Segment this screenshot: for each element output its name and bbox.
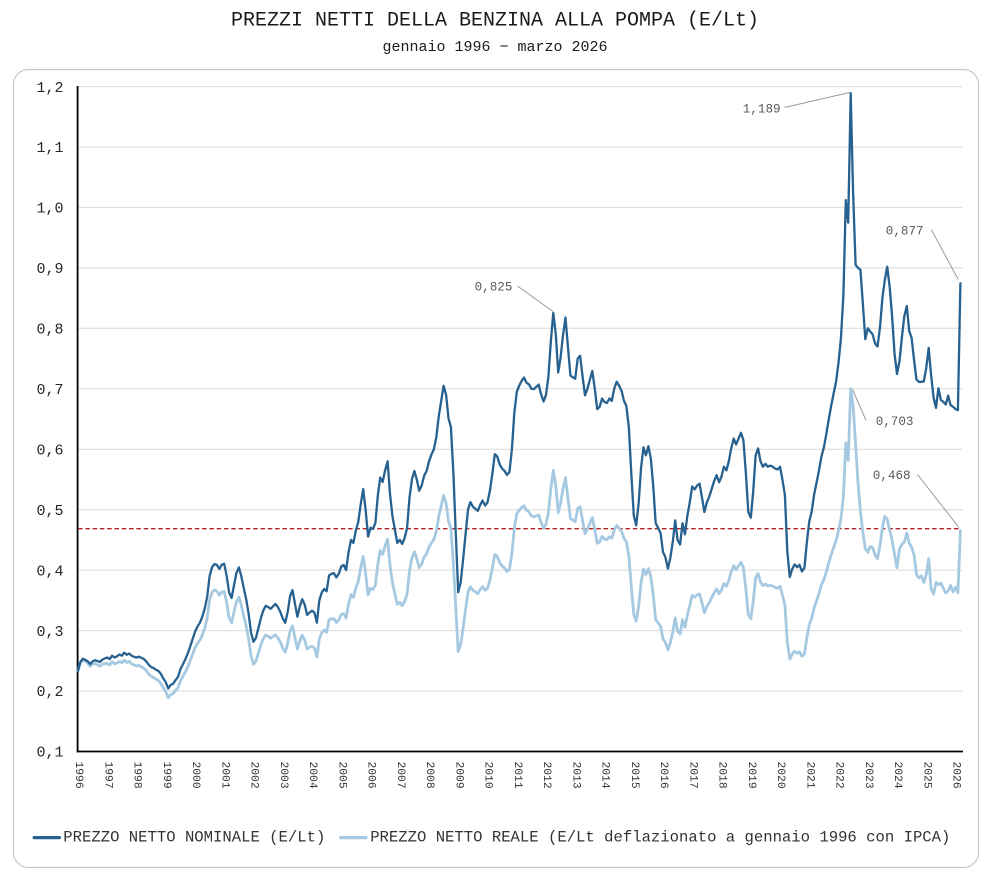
svg-text:2000: 2000 [189, 762, 201, 789]
svg-text:2026: 2026 [950, 762, 962, 789]
svg-text:1,0: 1,0 [36, 201, 63, 218]
svg-text:0,468: 0,468 [873, 469, 911, 483]
svg-text:0,6: 0,6 [36, 442, 63, 459]
svg-text:2005: 2005 [335, 762, 347, 789]
svg-text:0,3: 0,3 [36, 624, 63, 641]
svg-text:2007: 2007 [394, 762, 406, 789]
svg-text:1,1: 1,1 [36, 140, 63, 157]
svg-text:PREZZI NETTI DELLA BENZINA ALL: PREZZI NETTI DELLA BENZINA ALLA POMPA (E… [231, 10, 759, 33]
svg-text:2016: 2016 [657, 762, 669, 789]
svg-text:2023: 2023 [862, 762, 874, 789]
svg-text:2003: 2003 [277, 762, 289, 789]
svg-text:2019: 2019 [745, 762, 757, 789]
svg-text:2008: 2008 [423, 762, 435, 789]
svg-text:2001: 2001 [218, 762, 230, 789]
svg-text:0,2: 0,2 [36, 684, 63, 701]
svg-text:2013: 2013 [569, 762, 581, 789]
svg-text:1999: 1999 [160, 762, 172, 789]
svg-text:1996: 1996 [72, 762, 84, 789]
svg-text:2009: 2009 [452, 762, 464, 789]
svg-text:2010: 2010 [482, 762, 494, 789]
svg-text:2025: 2025 [920, 762, 932, 789]
svg-text:0,8: 0,8 [36, 322, 63, 339]
svg-text:1,2: 1,2 [36, 80, 63, 97]
svg-text:0,5: 0,5 [36, 503, 63, 520]
svg-text:PREZZO NETTO REALE (E/Lt defla: PREZZO NETTO REALE (E/Lt deflazionato a … [370, 829, 950, 847]
svg-text:gennaio 1996 − marzo 2026: gennaio 1996 − marzo 2026 [382, 39, 607, 56]
svg-text:2014: 2014 [599, 762, 611, 789]
svg-text:2011: 2011 [511, 762, 523, 789]
svg-text:0,9: 0,9 [36, 261, 63, 278]
svg-text:0,825: 0,825 [475, 281, 513, 295]
svg-text:PREZZO NETTO NOMINALE (E/Lt): PREZZO NETTO NOMINALE (E/Lt) [63, 829, 325, 847]
svg-text:2022: 2022 [833, 762, 845, 789]
svg-text:2020: 2020 [774, 762, 786, 789]
svg-text:2024: 2024 [891, 762, 903, 789]
svg-text:0,703: 0,703 [876, 415, 914, 429]
svg-text:2012: 2012 [540, 762, 552, 789]
svg-text:1,189: 1,189 [743, 103, 781, 117]
svg-text:2004: 2004 [306, 762, 318, 789]
svg-text:1997: 1997 [101, 762, 113, 789]
svg-text:1998: 1998 [131, 762, 143, 789]
svg-text:2015: 2015 [628, 762, 640, 789]
svg-text:0,877: 0,877 [886, 224, 924, 238]
svg-text:0,1: 0,1 [36, 745, 63, 762]
svg-text:0,7: 0,7 [36, 382, 63, 399]
svg-text:2021: 2021 [803, 762, 815, 789]
svg-text:0,4: 0,4 [36, 563, 63, 580]
svg-text:2006: 2006 [365, 762, 377, 789]
svg-text:2017: 2017 [686, 762, 698, 789]
svg-text:2018: 2018 [716, 762, 728, 789]
svg-text:2002: 2002 [248, 762, 260, 789]
